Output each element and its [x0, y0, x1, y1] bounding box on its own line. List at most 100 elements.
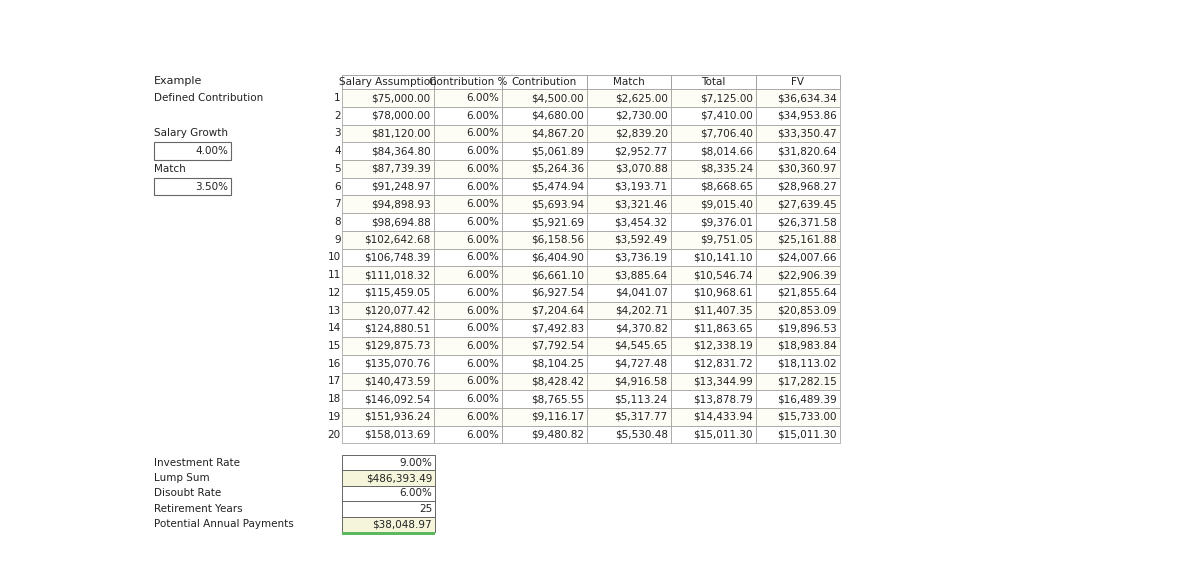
Text: $38,048.97: $38,048.97: [372, 519, 432, 529]
Text: 6.00%: 6.00%: [466, 111, 499, 121]
Bar: [671, 107, 756, 125]
Bar: [671, 196, 756, 213]
Bar: [671, 284, 756, 302]
Bar: [671, 426, 756, 443]
Bar: [587, 75, 671, 89]
Bar: [342, 532, 436, 535]
Text: $129,875.73: $129,875.73: [364, 341, 431, 351]
Text: 6.00%: 6.00%: [466, 217, 499, 227]
Text: $4,202.71: $4,202.71: [614, 306, 667, 316]
Bar: [433, 89, 502, 107]
Text: $75,000.00: $75,000.00: [372, 93, 431, 103]
Text: 9: 9: [334, 235, 341, 245]
Text: $24,007.66: $24,007.66: [778, 253, 836, 262]
Bar: [587, 390, 671, 408]
Text: 6.00%: 6.00%: [466, 341, 499, 351]
Bar: [433, 213, 502, 231]
Text: $146,092.54: $146,092.54: [365, 394, 431, 404]
Bar: [342, 160, 433, 178]
Bar: [433, 319, 502, 337]
Text: $5,113.24: $5,113.24: [614, 394, 667, 404]
Text: $14,433.94: $14,433.94: [694, 412, 752, 422]
Bar: [433, 426, 502, 443]
Text: $3,885.64: $3,885.64: [614, 270, 667, 280]
Text: 19: 19: [328, 412, 341, 422]
Bar: [671, 75, 756, 89]
Bar: [756, 302, 840, 319]
Bar: [502, 160, 587, 178]
Text: $4,500.00: $4,500.00: [532, 93, 584, 103]
Text: 6.00%: 6.00%: [466, 270, 499, 280]
Text: Potential Annual Payments: Potential Annual Payments: [154, 519, 294, 529]
Bar: [502, 284, 587, 302]
Bar: [587, 89, 671, 107]
Text: $4,867.20: $4,867.20: [530, 128, 584, 139]
Bar: [502, 142, 587, 160]
Bar: [587, 196, 671, 213]
Bar: [502, 355, 587, 373]
Text: 7: 7: [334, 200, 341, 209]
Text: $91,248.97: $91,248.97: [371, 182, 431, 192]
Text: $25,161.88: $25,161.88: [776, 235, 836, 245]
Bar: [342, 337, 433, 355]
Text: $5,474.94: $5,474.94: [530, 182, 584, 192]
Text: $5,264.36: $5,264.36: [530, 164, 584, 174]
Bar: [342, 231, 433, 249]
Bar: [433, 231, 502, 249]
Bar: [756, 107, 840, 125]
Text: 6: 6: [334, 182, 341, 192]
Text: 6.00%: 6.00%: [400, 488, 432, 498]
Text: $78,000.00: $78,000.00: [372, 111, 431, 121]
Text: $98,694.88: $98,694.88: [371, 217, 431, 227]
Bar: [671, 373, 756, 390]
Bar: [433, 75, 502, 89]
Bar: [433, 107, 502, 125]
Bar: [756, 373, 840, 390]
Text: $7,792.54: $7,792.54: [530, 341, 584, 351]
Bar: [342, 266, 433, 284]
Text: $5,317.77: $5,317.77: [614, 412, 667, 422]
Text: 6.00%: 6.00%: [466, 306, 499, 316]
Bar: [433, 355, 502, 373]
Text: $34,953.86: $34,953.86: [776, 111, 836, 121]
Bar: [502, 390, 587, 408]
Text: 6.00%: 6.00%: [466, 412, 499, 422]
Text: $7,204.64: $7,204.64: [530, 306, 584, 316]
Text: 6.00%: 6.00%: [466, 376, 499, 386]
Bar: [433, 178, 502, 196]
Bar: [502, 408, 587, 426]
Bar: [342, 373, 433, 390]
Text: $12,338.19: $12,338.19: [694, 341, 752, 351]
Text: $486,393.49: $486,393.49: [366, 473, 432, 483]
Text: $8,765.55: $8,765.55: [530, 394, 584, 404]
Text: $15,011.30: $15,011.30: [694, 430, 752, 439]
Text: Disoubt Rate: Disoubt Rate: [154, 488, 221, 498]
Bar: [342, 213, 433, 231]
Text: 12: 12: [328, 288, 341, 298]
Bar: [671, 266, 756, 284]
Bar: [502, 75, 587, 89]
Bar: [587, 160, 671, 178]
Text: $9,751.05: $9,751.05: [700, 235, 752, 245]
Bar: [342, 302, 433, 319]
Text: Match: Match: [613, 77, 644, 87]
Bar: [433, 337, 502, 355]
Text: $15,733.00: $15,733.00: [778, 412, 836, 422]
Text: 6.00%: 6.00%: [466, 430, 499, 439]
Bar: [502, 231, 587, 249]
Bar: [342, 470, 436, 486]
Text: $8,335.24: $8,335.24: [700, 164, 752, 174]
Text: 6.00%: 6.00%: [466, 394, 499, 404]
Text: $151,936.24: $151,936.24: [364, 412, 431, 422]
Bar: [671, 178, 756, 196]
Bar: [756, 426, 840, 443]
Bar: [342, 408, 433, 426]
Text: Defined Contribution: Defined Contribution: [154, 93, 263, 103]
Text: $84,364.80: $84,364.80: [371, 146, 431, 156]
Bar: [671, 408, 756, 426]
Bar: [502, 178, 587, 196]
Text: $11,863.65: $11,863.65: [694, 323, 752, 333]
Bar: [502, 319, 587, 337]
Text: $6,927.54: $6,927.54: [530, 288, 584, 298]
Bar: [342, 249, 433, 266]
